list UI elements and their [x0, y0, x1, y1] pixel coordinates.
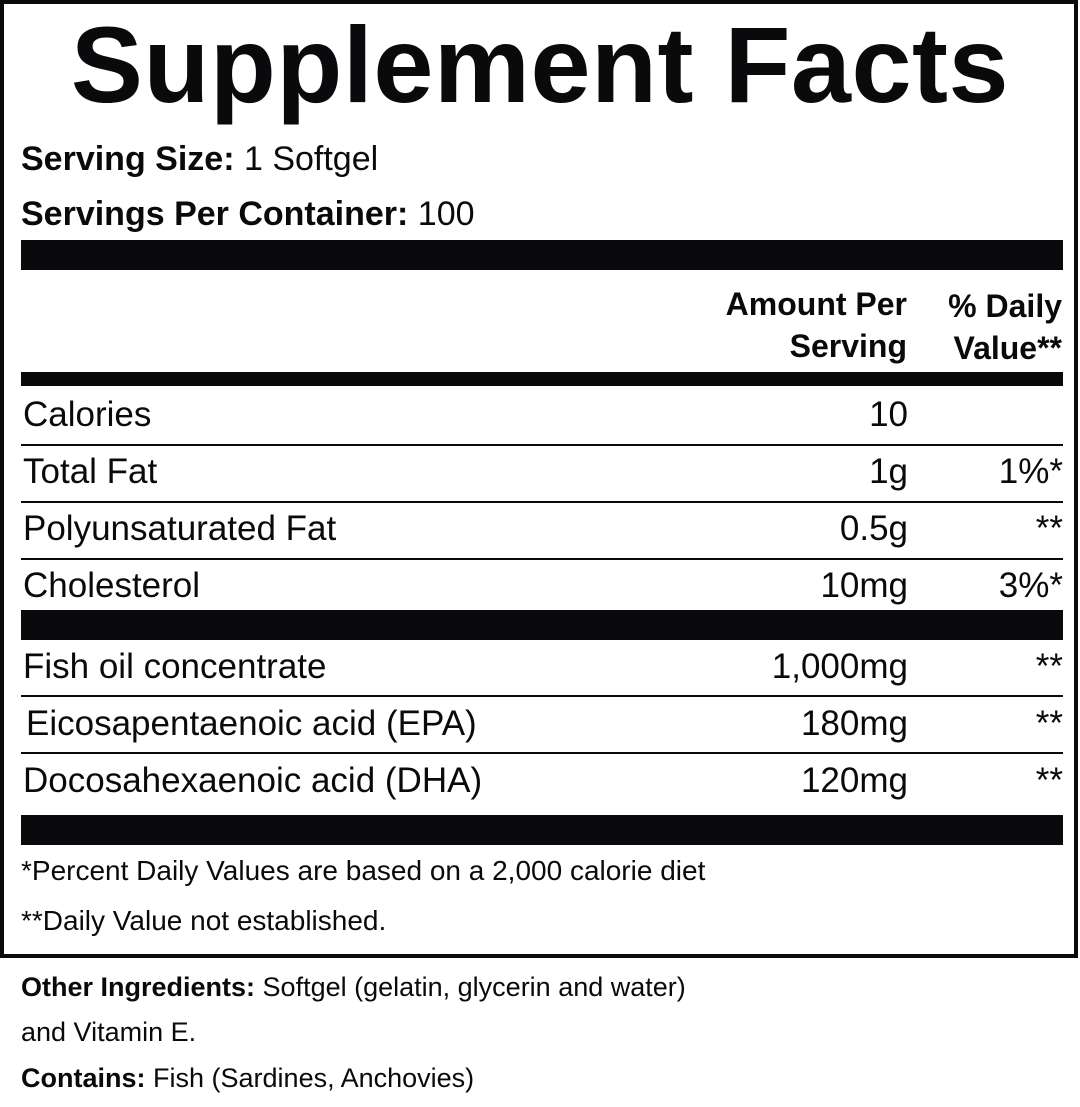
contains: Contains: Fish (Sardines, Anchovies): [21, 1061, 474, 1095]
nutrient-amount: 10: [869, 395, 908, 434]
divider-thick: [21, 610, 1063, 640]
nutrient-dv: **: [1035, 647, 1063, 686]
other-ingredients-line1: Softgel (gelatin, glycerin and water): [262, 972, 686, 1002]
footnote-dv-not-established: **Daily Value not established.: [21, 905, 387, 936]
dv-header-line2: Value**: [953, 330, 1062, 366]
supplement-facts-panel: [0, 0, 1078, 958]
nutrient-row: Calories 10: [21, 387, 1063, 444]
nutrient-name: Cholesterol: [23, 566, 201, 605]
serving-size: Serving Size: 1 Softgel: [21, 139, 378, 179]
footnote-percent-dv: *Percent Daily Values are based on a 2,0…: [21, 855, 706, 886]
nutrient-amount: 10mg: [820, 566, 908, 605]
nutrient-amount: 120mg: [800, 761, 908, 800]
nutrient-amount: 1,000mg: [771, 647, 908, 686]
nutrient-name: Total Fat: [23, 452, 158, 491]
contains-value: Fish (Sardines, Anchovies): [153, 1063, 475, 1093]
serving-size-value: 1 Softgel: [243, 140, 379, 178]
divider-thick: [21, 240, 1063, 270]
amount-header-line1: Amount Per: [725, 286, 907, 322]
nutrient-name: Fish oil concentrate: [23, 647, 327, 686]
nutrient-amount: 180mg: [800, 704, 908, 743]
nutrient-row: Cholesterol 10mg 3%*: [21, 558, 1063, 615]
daily-value-header: % Daily Value**: [948, 285, 1062, 369]
nutrient-dv: **: [1035, 509, 1063, 548]
servings-per-container: Servings Per Container: 100: [21, 194, 475, 234]
contains-label: Contains:: [21, 1063, 146, 1093]
amount-per-serving-header: Amount Per Serving: [726, 283, 907, 367]
nutrient-row: Polyunsaturated Fat 0.5g **: [21, 501, 1063, 558]
nutrient-dv: 1%*: [998, 452, 1063, 491]
nutrient-dv: **: [1035, 761, 1063, 800]
nutrient-row: Fish oil concentrate 1,000mg **: [21, 639, 1063, 696]
divider-thin: [21, 752, 1063, 754]
nutrient-amount: 1g: [869, 452, 908, 491]
divider-thin: [21, 695, 1063, 697]
nutrient-dv: **: [1035, 704, 1063, 743]
nutrient-name: Eicosapentaenoic acid (EPA): [26, 704, 477, 743]
nutrient-name: Docosahexaenoic acid (DHA): [23, 761, 483, 800]
dv-header-line1: % Daily: [948, 288, 1062, 324]
nutrient-row: Total Fat 1g 1%*: [21, 444, 1063, 501]
divider-thin: [21, 501, 1063, 503]
other-ingredients-label: Other Ingredients:: [21, 972, 256, 1002]
panel-title: Supplement Facts: [70, 4, 1010, 125]
divider-medium: [21, 372, 1063, 386]
divider-thick: [21, 815, 1063, 845]
amount-header-line2: Serving: [789, 328, 907, 364]
divider-thin: [21, 558, 1063, 560]
servings-per-container-value: 100: [417, 195, 475, 233]
nutrient-row: Eicosapentaenoic acid (EPA) 180mg **: [21, 696, 1063, 753]
nutrient-name: Calories: [23, 395, 152, 434]
nutrient-amount: 0.5g: [839, 509, 908, 548]
nutrient-row: Docosahexaenoic acid (DHA) 120mg **: [21, 753, 1063, 810]
nutrient-name: Polyunsaturated Fat: [23, 509, 337, 548]
nutrient-dv: 3%*: [998, 566, 1063, 605]
other-ingredients-line2: and Vitamin E.: [21, 1017, 197, 1047]
divider-thin: [21, 444, 1063, 446]
servings-per-container-label: Servings Per Container:: [21, 195, 409, 233]
other-ingredients: Other Ingredients: Softgel (gelatin, gly…: [21, 970, 686, 1004]
serving-size-label: Serving Size:: [21, 140, 235, 178]
